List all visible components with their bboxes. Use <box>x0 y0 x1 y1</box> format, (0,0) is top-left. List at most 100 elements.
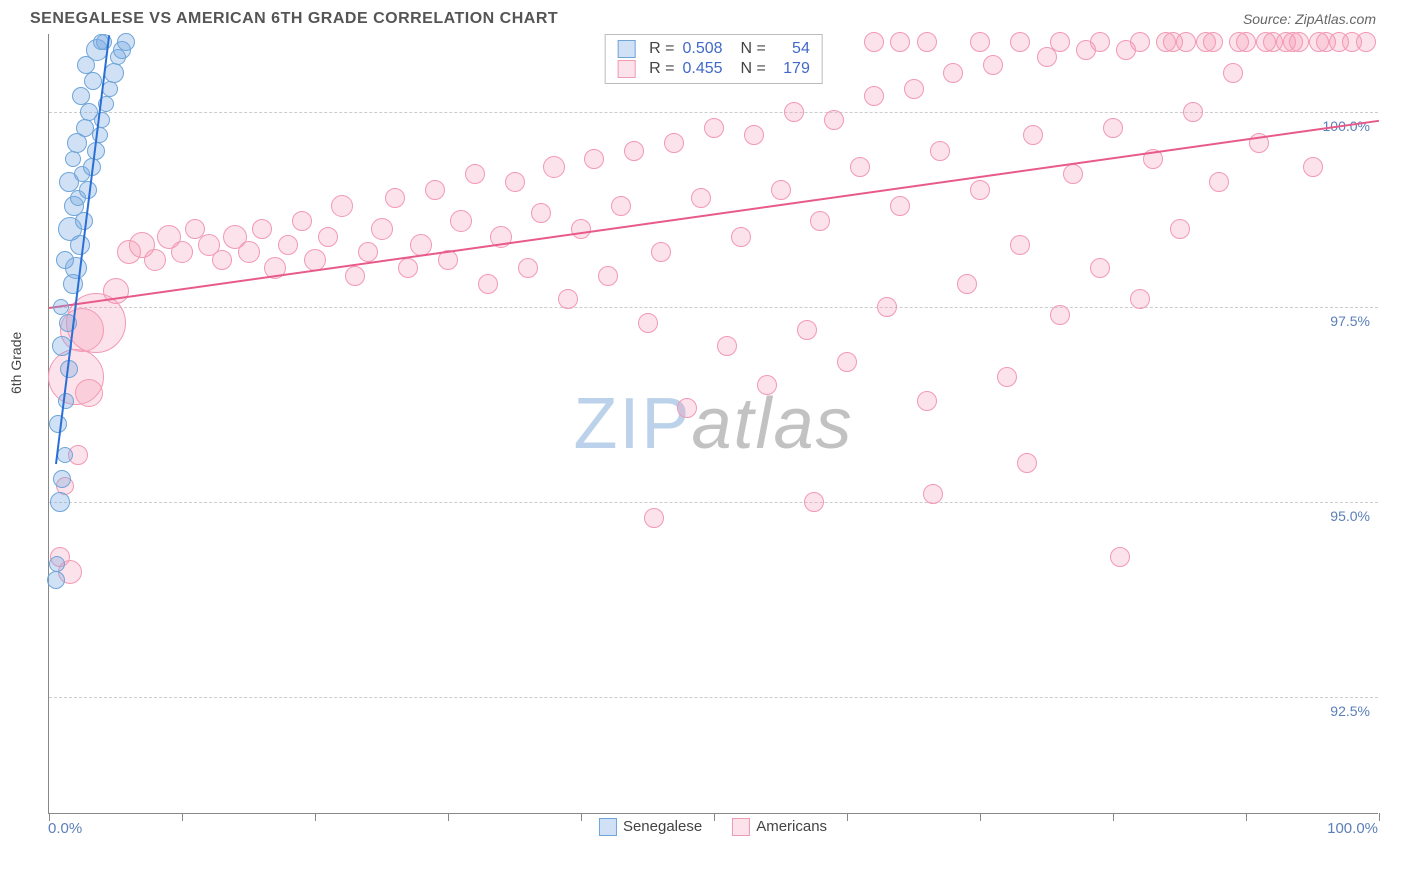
scatter-point <box>558 289 578 309</box>
scatter-point <box>957 274 977 294</box>
r-value: 0.508 <box>683 40 733 58</box>
scatter-point <box>917 391 937 411</box>
scatter-point <box>53 299 69 315</box>
scatter-point <box>318 227 338 247</box>
scatter-point <box>252 219 272 239</box>
scatter-point <box>664 133 684 153</box>
scatter-point <box>1037 47 1057 67</box>
scatter-point <box>810 211 830 231</box>
scatter-point <box>890 32 910 52</box>
n-label: N = <box>741 40 766 58</box>
scatter-point <box>371 218 393 240</box>
scatter-point <box>292 211 312 231</box>
scatter-point <box>864 86 884 106</box>
scatter-point <box>117 33 135 51</box>
scatter-point <box>1130 32 1150 52</box>
scatter-point <box>1170 219 1190 239</box>
scatter-point <box>983 55 1003 75</box>
scatter-point <box>970 180 990 200</box>
n-value: 179 <box>774 60 810 78</box>
scatter-point <box>757 375 777 395</box>
gridline <box>49 502 1378 503</box>
scatter-point <box>53 470 71 488</box>
scatter-point <box>505 172 525 192</box>
scatter-point <box>1110 547 1130 567</box>
scatter-point <box>465 164 485 184</box>
scatter-point <box>797 320 817 340</box>
scatter-point <box>624 141 644 161</box>
chart-header: SENEGALESE VS AMERICAN 6TH GRADE CORRELA… <box>0 0 1406 34</box>
xtick <box>1379 813 1380 821</box>
scatter-point <box>584 149 604 169</box>
scatter-point <box>1010 235 1030 255</box>
scatter-point <box>47 571 65 589</box>
chart-title: SENEGALESE VS AMERICAN 6TH GRADE CORRELA… <box>30 10 558 28</box>
scatter-point <box>638 313 658 333</box>
scatter-point <box>1023 125 1043 145</box>
scatter-point <box>1223 63 1243 83</box>
x-label-left: 0.0% <box>48 820 82 837</box>
scatter-point <box>212 250 232 270</box>
scatter-point <box>72 87 90 105</box>
scatter-point <box>450 210 472 232</box>
n-label: N = <box>741 60 766 78</box>
scatter-point <box>331 195 353 217</box>
scatter-point <box>644 508 664 528</box>
legend-swatch <box>732 818 750 836</box>
r-value: 0.455 <box>683 60 733 78</box>
chart-source: Source: ZipAtlas.com <box>1243 11 1376 27</box>
bottom-legend: Senegalese Americans <box>599 818 827 836</box>
legend-label: Americans <box>756 818 827 835</box>
scatter-point <box>1050 32 1070 52</box>
ytick-label: 92.5% <box>1330 703 1370 719</box>
scatter-point <box>57 447 73 463</box>
scatter-point <box>1050 305 1070 325</box>
scatter-point <box>144 249 166 271</box>
scatter-point <box>84 72 102 90</box>
scatter-point <box>1203 32 1223 52</box>
scatter-point <box>1130 289 1150 309</box>
scatter-point <box>478 274 498 294</box>
stats-row: R =0.508N =54 <box>617 39 810 59</box>
scatter-point <box>917 32 937 52</box>
scatter-point <box>1256 32 1276 52</box>
trendline <box>49 120 1379 309</box>
scatter-point <box>970 32 990 52</box>
scatter-point <box>571 219 591 239</box>
scatter-point <box>744 125 764 145</box>
scatter-point <box>385 188 405 208</box>
scatter-point <box>1303 157 1323 177</box>
scatter-point <box>1090 258 1110 278</box>
scatter-point <box>104 63 124 83</box>
scatter-point <box>611 196 631 216</box>
scatter-point <box>1309 32 1329 52</box>
legend-item: Senegalese <box>599 818 702 836</box>
n-value: 54 <box>774 40 810 58</box>
scatter-point <box>1010 32 1030 52</box>
r-label: R = <box>649 60 674 78</box>
scatter-point <box>345 266 365 286</box>
scatter-point <box>997 367 1017 387</box>
scatter-point <box>50 492 70 512</box>
yaxis-label: 6th Grade <box>8 332 24 394</box>
scatter-point <box>278 235 298 255</box>
scatter-point <box>543 156 565 178</box>
stats-legend: R =0.508N =54R =0.455N =179 <box>604 34 823 84</box>
scatter-point <box>1090 32 1110 52</box>
scatter-point <box>731 227 751 247</box>
gridline <box>49 307 1378 308</box>
scatter-point <box>425 180 445 200</box>
watermark-atlas: atlas <box>691 384 853 464</box>
scatter-point <box>1103 118 1123 138</box>
gridline <box>49 112 1378 113</box>
scatter-point <box>92 127 108 143</box>
scatter-point <box>1063 164 1083 184</box>
scatter-point <box>1183 102 1203 122</box>
scatter-point <box>1356 32 1376 52</box>
plot-area: ZIPatlas R =0.508N =54R =0.455N =179 92.… <box>48 34 1378 814</box>
scatter-point <box>410 234 432 256</box>
scatter-point <box>930 141 950 161</box>
scatter-point <box>56 251 74 269</box>
legend-swatch <box>599 818 617 836</box>
watermark-zip: ZIP <box>573 384 691 464</box>
